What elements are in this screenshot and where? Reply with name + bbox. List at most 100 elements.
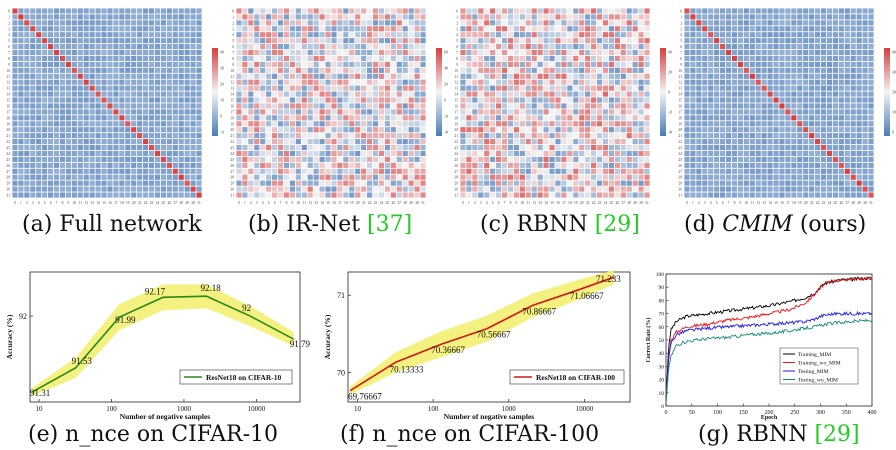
heatmap-cell: [242, 139, 248, 145]
heatmap-cell: [65, 121, 71, 127]
heatmap-cell: [690, 121, 696, 127]
heatmap-cell: [838, 168, 844, 174]
heatmap-cell: [378, 180, 385, 186]
heatmap-cell: [143, 115, 149, 121]
heatmap-cell: [160, 174, 166, 180]
heatmap-cell: [543, 162, 549, 168]
heatmap-cell: [402, 79, 408, 85]
heatmap-cell: [24, 85, 30, 91]
heatmap-cell: [809, 133, 815, 139]
heatmap-cell: [30, 26, 36, 32]
heatmap-cell: [178, 73, 184, 79]
heatmap-cell: [555, 139, 561, 145]
y-tick-label: 92: [19, 312, 27, 321]
heatmap-cell: [549, 61, 555, 67]
heatmap-cell: [585, 79, 591, 85]
heatmap-cell: [844, 79, 850, 85]
heatmap-cell: [602, 127, 609, 133]
heatmap-cell: [838, 115, 844, 121]
heatmap-cell: [755, 121, 761, 127]
heatmap-cell: [325, 127, 331, 133]
heatmap-cell: [620, 55, 626, 62]
heatmap-cell: [543, 61, 549, 67]
heatmap-cell: [283, 168, 290, 174]
heatmap-cell: [490, 121, 496, 127]
heatmap-cell: [325, 73, 331, 79]
heatmap-cell: [283, 115, 290, 121]
heatmap-cell: [83, 44, 89, 50]
heatmap-cell: [826, 156, 833, 162]
heatmap-cell: [343, 103, 349, 109]
heatmap-cell: [714, 115, 720, 121]
heatmap-cell: [236, 26, 242, 32]
heatmap-cell: [702, 174, 708, 180]
heatmap-cell: [48, 139, 54, 145]
heatmap-cell: [236, 174, 242, 180]
heatmap-cell: [585, 8, 591, 14]
heatmap-col-label: 14: [768, 201, 772, 205]
heatmap-cell: [390, 97, 396, 103]
heatmap-cell: [196, 55, 202, 62]
series-line: [665, 318, 873, 404]
heatmap-cell: [620, 127, 626, 133]
heatmap-cell: [42, 38, 48, 44]
heatmap-cell: [472, 186, 478, 192]
heatmap-cell: [803, 168, 809, 174]
heatmap-cell: [260, 133, 266, 139]
heatmap-cell: [36, 44, 42, 50]
heatmap-cell: [361, 162, 367, 168]
caption-g-ref[interactable]: [29]: [814, 422, 860, 447]
heatmap-cell: [779, 139, 785, 145]
heatmap-cell: [696, 174, 702, 180]
heatmap-cell: [826, 8, 833, 14]
heatmap-cell: [773, 67, 779, 73]
heatmap-cell: [714, 67, 720, 73]
heatmap-cell: [632, 61, 638, 67]
heatmap-cell: [355, 97, 361, 103]
heatmap-cell: [513, 14, 519, 20]
heatmap-cell: [561, 109, 567, 115]
heatmap-cell: [773, 174, 779, 180]
heatmap-cell: [301, 127, 307, 133]
heatmap-cell: [596, 168, 603, 174]
heatmap-cell: [71, 180, 77, 186]
heatmap-cell: [390, 127, 396, 133]
heatmap-cell: [143, 91, 149, 97]
heatmap-cell: [626, 103, 632, 109]
data-label: 92.17: [145, 286, 166, 296]
heatmap-cell: [862, 174, 868, 180]
heatmap-cell: [172, 139, 178, 145]
caption-c-ref[interactable]: [29]: [594, 212, 640, 237]
heatmap-cell: [272, 115, 278, 121]
caption-b-ref[interactable]: [37]: [367, 212, 413, 237]
heatmap-cell: [513, 61, 519, 67]
heatmap-cell: [166, 61, 172, 67]
heatmap-cell: [236, 144, 242, 151]
heatmap-row-label: 26: [454, 164, 458, 168]
heatmap-cell: [815, 73, 821, 79]
heatmap-cell: [632, 44, 638, 50]
heatmap-cell: [65, 20, 71, 26]
heatmap-cell: [113, 38, 119, 44]
heatmap-cell: [591, 180, 597, 186]
heatmap-cell: [384, 139, 390, 145]
heatmap-cell: [779, 26, 785, 32]
heatmap-col-label: 17: [562, 201, 566, 205]
heatmap-cell: [349, 8, 355, 14]
heatmap-cell: [720, 144, 726, 151]
heatmap-cell: [602, 174, 609, 180]
heatmap-cell: [478, 192, 484, 198]
heatmap-cell: [708, 32, 714, 38]
heatmap-cell: [420, 97, 426, 103]
heatmap-cell: [343, 168, 349, 174]
heatmap-cell: [755, 79, 761, 85]
heatmap-cell: [248, 162, 254, 168]
heatmap-cell: [596, 67, 603, 73]
heatmap-cell: [131, 156, 137, 162]
heatmap-cell: [714, 38, 720, 44]
heatmap-cell: [513, 32, 519, 38]
heatmap-cell: [573, 14, 579, 20]
colorbar-tick-label: 20: [444, 82, 448, 87]
heatmap-cell: [95, 79, 101, 85]
heatmap-cell: [850, 174, 856, 180]
